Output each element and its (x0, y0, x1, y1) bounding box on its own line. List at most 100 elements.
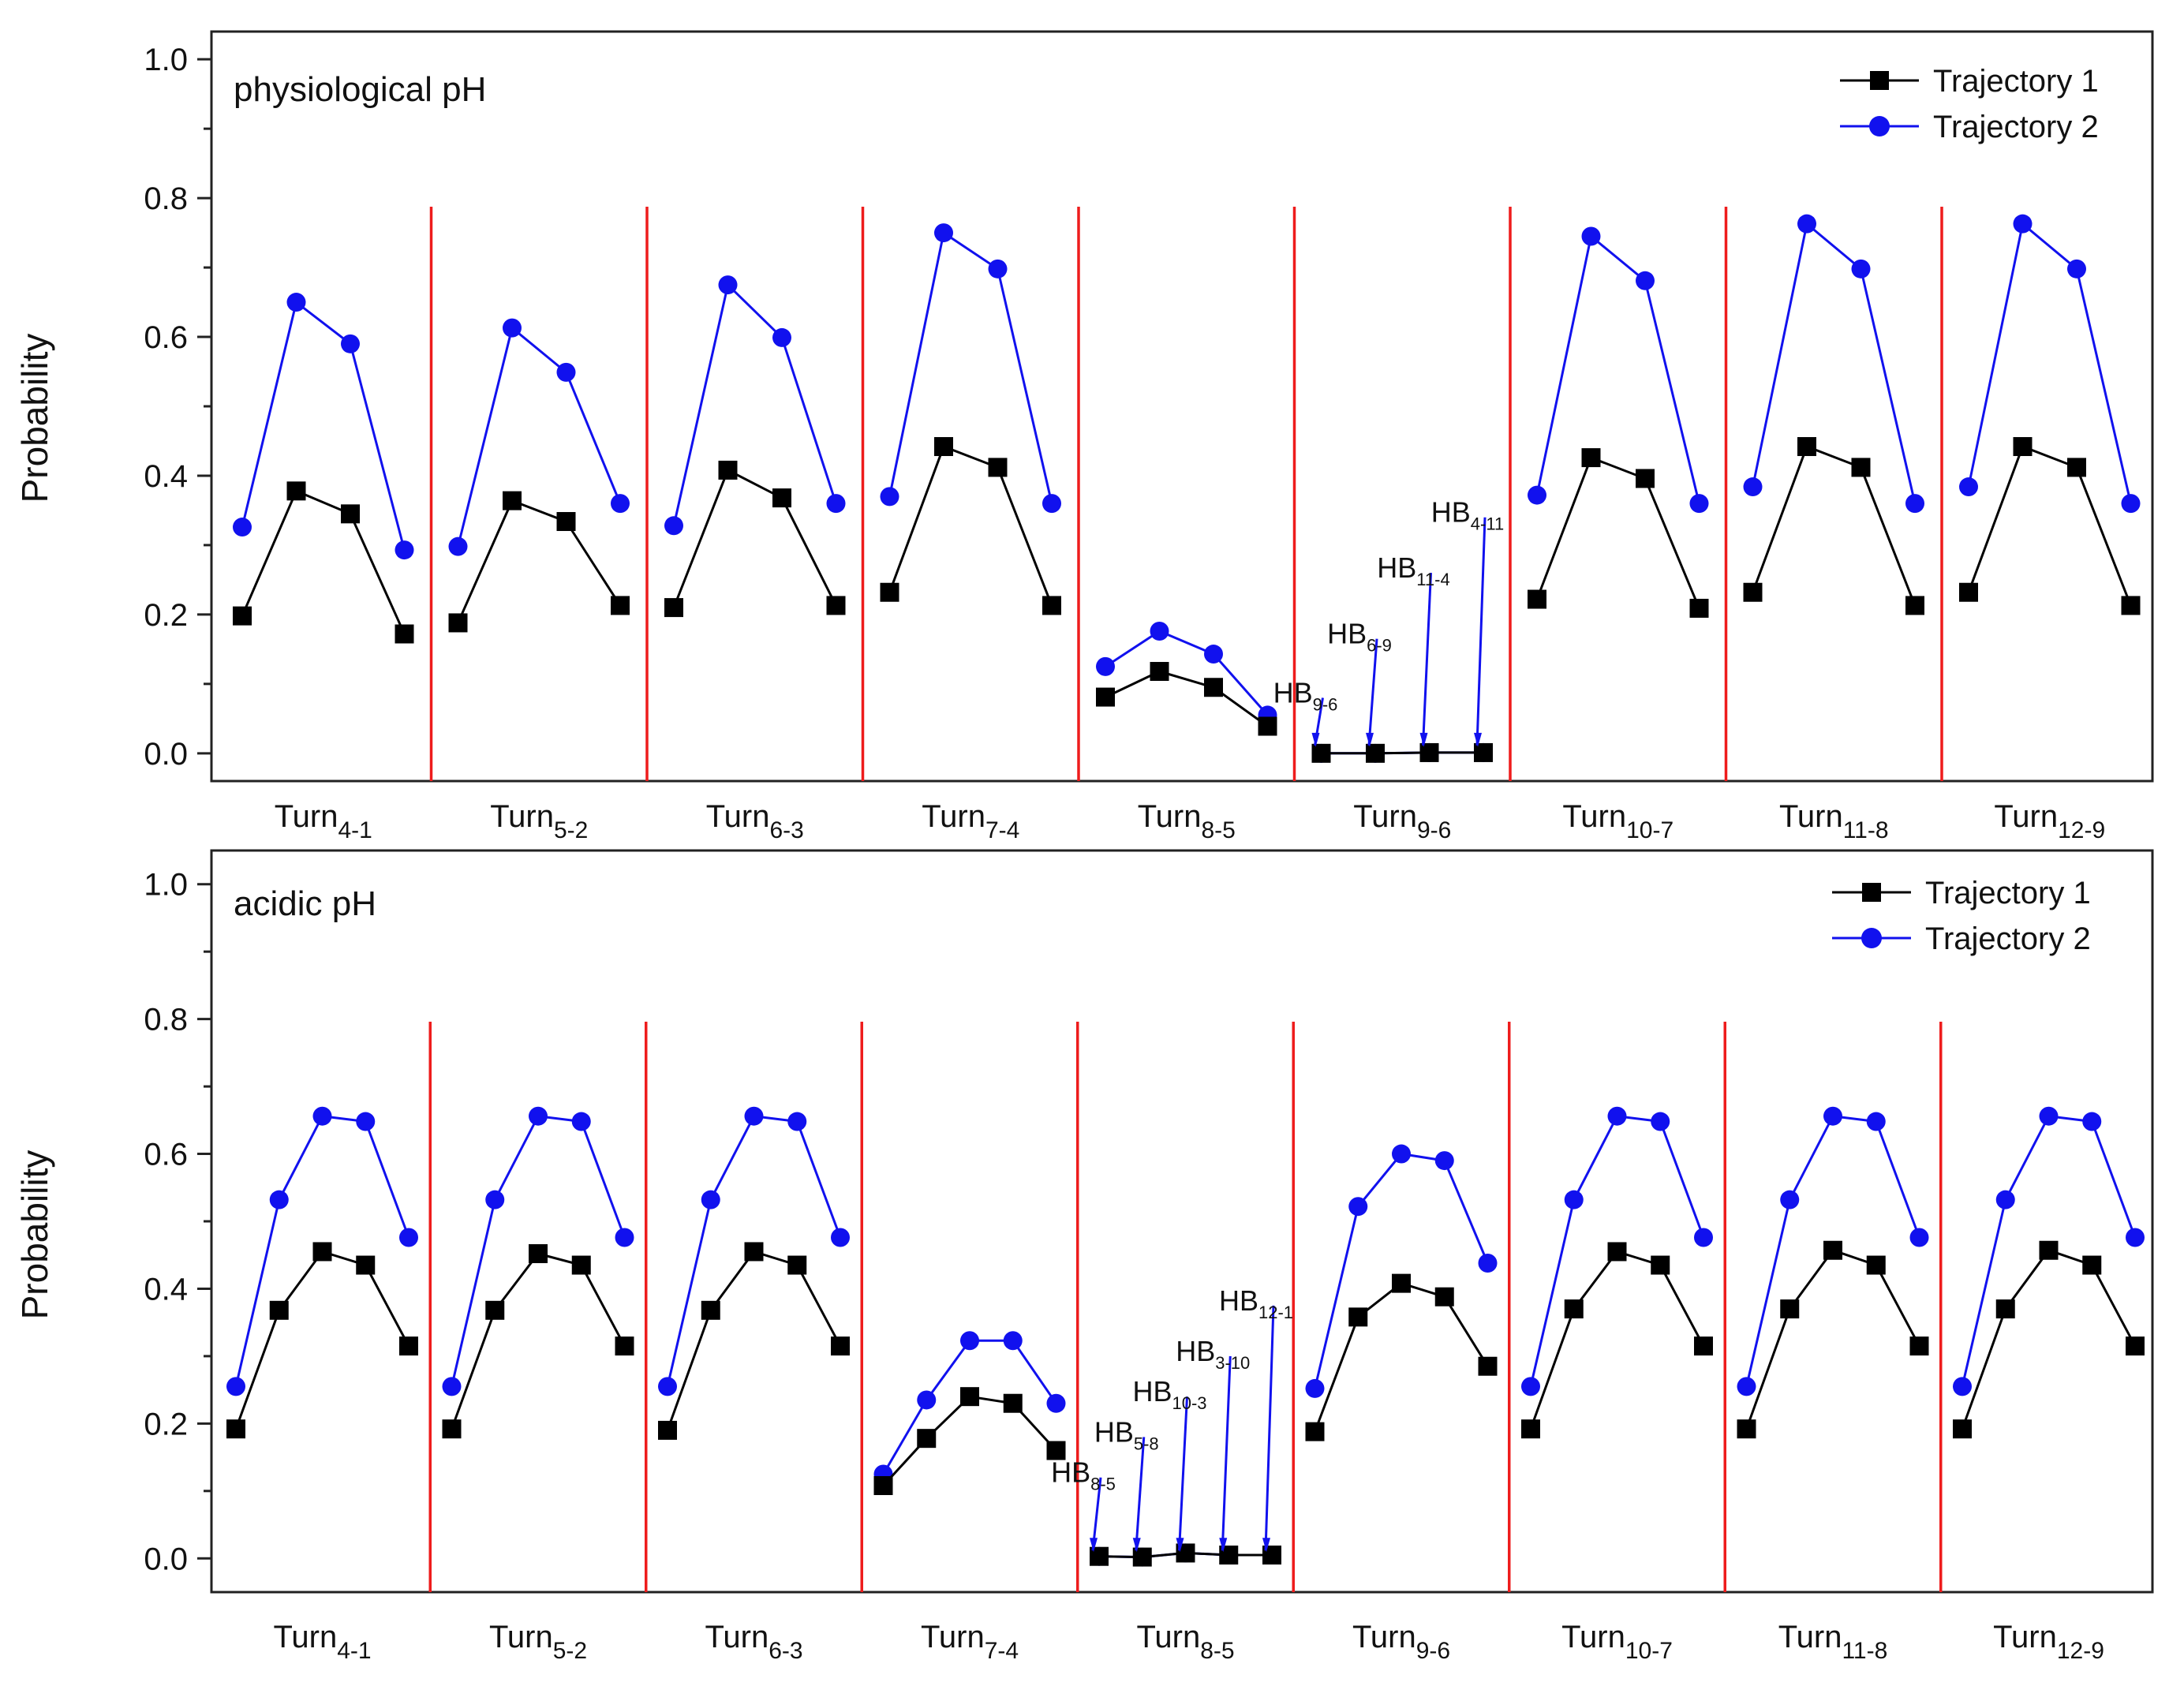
data-point (312, 1242, 332, 1262)
x-group-label: Turn10-7 (1562, 799, 1674, 843)
data-point (1689, 494, 1709, 514)
data-point (529, 1106, 548, 1126)
series-line-segment (888, 445, 1053, 607)
data-point (701, 1300, 720, 1320)
hb-annotation-label: HB6-9 (1327, 618, 1392, 656)
data-point (1995, 1299, 2015, 1319)
data-point (556, 362, 576, 382)
data-point (1823, 1240, 1842, 1260)
data-point (1474, 742, 1493, 762)
data-point (1995, 1190, 2015, 1209)
hb-arrowhead (1262, 1538, 1270, 1553)
data-point (1953, 1419, 1972, 1439)
data-point (826, 494, 846, 514)
data-point (1305, 1378, 1325, 1398)
hb-annotation-label: HB4-11 (1431, 496, 1504, 534)
data-point (787, 1112, 807, 1131)
data-point (571, 1112, 591, 1131)
data-point (1689, 598, 1709, 618)
data-point (529, 1244, 548, 1264)
data-point (1581, 226, 1601, 246)
y-tick-label: 0.4 (144, 1272, 188, 1307)
data-point (1204, 645, 1223, 664)
hb-arrowhead (1366, 732, 1374, 747)
data-point (286, 293, 306, 312)
hb-annotation-label: HB3-10 (1176, 1335, 1250, 1373)
x-group-label: Turn12-9 (1993, 1620, 2104, 1664)
legend-label-trajectory-2: Trajectory 2 (1925, 922, 2091, 956)
data-point (615, 1336, 634, 1356)
data-point (1434, 1151, 1454, 1171)
data-point (1305, 1422, 1325, 1441)
series-layer (233, 214, 2141, 763)
data-point (1651, 1255, 1670, 1275)
data-point (1780, 1190, 1800, 1209)
data-point (1132, 1547, 1152, 1567)
hb-annotations: HB9-6 HB6-9 HB11-4 HB4-11 (1273, 496, 1504, 747)
hb-arrowhead (1419, 732, 1428, 747)
data-point (1959, 582, 1978, 602)
data-point (772, 488, 791, 508)
series-line-segment (888, 230, 1053, 504)
y-axis-label: Probability (14, 1150, 55, 1320)
x-group-label: Turn7-4 (922, 799, 1019, 843)
series-line-segment (1314, 1281, 1489, 1433)
data-point (448, 613, 468, 633)
hb-arrowhead (1474, 732, 1482, 747)
data-point (831, 1228, 850, 1247)
data-point (485, 1300, 505, 1320)
data-point (2013, 214, 2033, 234)
data-point (917, 1390, 937, 1410)
data-point (1528, 485, 1546, 505)
series-line-segment (882, 1395, 1057, 1487)
data-point (1521, 1419, 1540, 1439)
data-point (1607, 1242, 1627, 1262)
x-group-label: Turn9-6 (1352, 1620, 1450, 1664)
data-point (2121, 596, 2141, 615)
data-point (1096, 687, 1115, 707)
legend: Trajectory 1 Trajectory 2 (1832, 876, 2091, 956)
data-point (1737, 1419, 1756, 1439)
hb-arrowhead (1132, 1538, 1141, 1553)
series-trajectory-1 (226, 1240, 2145, 1567)
data-point (934, 437, 953, 457)
x-group-labels: Turn4-1 Turn5-2 Turn6-3 Turn7-4 Turn8-5 Turn9… (273, 1620, 2104, 1664)
data-point (395, 540, 414, 560)
data-point (1959, 477, 1978, 497)
y-tick-label: 0.6 (144, 1138, 188, 1172)
group-dividers (428, 1022, 1943, 1592)
series-trajectory-2 (226, 1106, 2145, 1567)
data-point (2082, 1112, 2102, 1131)
data-point (873, 1475, 893, 1495)
y-tick-label: 0.2 (144, 1407, 188, 1441)
data-point (395, 624, 414, 644)
panel-physiological-ph: Probability physiological pH 0.00.20.40.… (14, 30, 2154, 843)
hb-annotation-label: HB9-6 (1273, 676, 1338, 714)
series-layer (226, 1106, 2145, 1567)
y-axis-ticks: 0.0 0.2 0.4 0.6 0.8 1.0 (144, 43, 211, 772)
x-group-label: Turn9-6 (1353, 799, 1451, 843)
data-point (1204, 678, 1223, 697)
hb-arrowhead (1176, 1538, 1184, 1553)
data-point (1851, 458, 1871, 477)
data-point (611, 596, 630, 615)
data-point (934, 223, 953, 243)
data-point (356, 1112, 376, 1131)
data-point (1694, 1228, 1713, 1247)
y-tick-label: 0.4 (144, 459, 188, 494)
data-point (1258, 716, 1277, 736)
y-axis-ticks: 0.0 0.2 0.4 0.6 0.8 1.0 (144, 868, 211, 1576)
legend-marker-trajectory-2 (1869, 116, 1890, 136)
data-point (1478, 1253, 1498, 1273)
data-point (233, 606, 252, 626)
data-point (1042, 494, 1061, 514)
data-point (286, 481, 306, 501)
data-point (1003, 1331, 1023, 1351)
series-line-segment (1314, 1152, 1489, 1389)
data-point (1434, 1287, 1454, 1307)
data-point (1042, 596, 1061, 615)
data-point (1096, 656, 1115, 676)
data-point (658, 1420, 677, 1440)
y-tick-label: 0.8 (144, 181, 188, 216)
data-point (826, 596, 846, 615)
